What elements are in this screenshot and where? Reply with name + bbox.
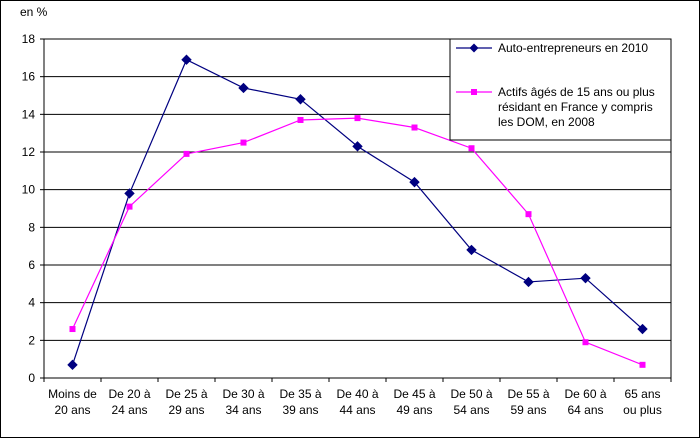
x-tick-label: De 55 à [507, 387, 549, 401]
series-group [67, 54, 648, 371]
y-tick-label: 8 [28, 220, 35, 234]
x-tick-label: 64 ans [567, 403, 603, 417]
data-point [525, 211, 532, 218]
legend-marker [469, 43, 479, 53]
data-point [580, 272, 591, 284]
x-tick-label: 20 ans [54, 403, 90, 417]
data-point [466, 244, 477, 256]
x-tick-label: De 50 à [450, 387, 492, 401]
data-point [295, 94, 306, 105]
x-tick-label: 54 ans [453, 403, 489, 417]
y-tick-label: 12 [22, 145, 36, 159]
x-tick-label: 39 ans [282, 403, 318, 417]
y-axis: 0 2 4 6 8 10 12 14 16 18 [22, 32, 44, 385]
data-point [238, 82, 249, 94]
data-point [468, 145, 475, 152]
data-point [352, 141, 363, 152]
data-point [67, 359, 78, 371]
x-tick-label: De 45 à [393, 387, 435, 401]
legend-marker [471, 89, 477, 95]
data-point [124, 188, 135, 199]
data-point [183, 150, 190, 157]
x-tick-label: De 20 à [108, 387, 150, 401]
data-point [637, 323, 648, 335]
data-point [639, 361, 646, 368]
data-point [411, 124, 418, 131]
x-tick-label: 65 ans [624, 387, 660, 401]
x-tick-label: 59 ans [510, 403, 546, 417]
y-tick-label: 18 [22, 32, 36, 46]
x-tick-label: Moins de [48, 387, 97, 401]
x-tick-label: De 40 à [336, 387, 378, 401]
legend-label: Auto-entrepreneurs en 2010 [498, 41, 648, 55]
x-tick-label: De 30 à [222, 387, 264, 401]
y-tick-label: 4 [28, 296, 35, 310]
data-point [409, 176, 420, 188]
legend-label: résidant en France y compris [498, 100, 653, 114]
data-point [582, 339, 589, 346]
data-point [240, 139, 247, 146]
x-tick-label: De 25 à [165, 387, 207, 401]
data-point [69, 326, 76, 333]
y-tick-label: 14 [22, 107, 36, 121]
x-tick-label: ou plus [623, 403, 662, 417]
legend-label: Actifs âgés de 15 ans ou plus [498, 85, 655, 99]
data-point [126, 203, 133, 210]
x-tick-label: 34 ans [225, 403, 261, 417]
y-tick-label: 16 [22, 70, 36, 84]
data-point [354, 115, 361, 122]
y-tick-label: 6 [28, 258, 35, 272]
x-axis: Moins de 20 ans De 20 à 24 ans De 25 à 29 ans… [43, 378, 672, 417]
data-point [297, 116, 304, 123]
unit-label: en % [20, 5, 48, 19]
y-tick-label: 0 [28, 371, 35, 385]
legend-label: les DOM, en 2008 [498, 115, 595, 129]
legend: Auto-entrepreneurs en 2010 Actifs âgés de… [449, 38, 672, 141]
data-point [523, 276, 534, 288]
legend-box [449, 38, 672, 141]
x-tick-label: De 35 à [279, 387, 321, 401]
plot-area [43, 38, 672, 379]
x-tick-label: 44 ans [339, 403, 375, 417]
y-tick-label: 2 [28, 333, 35, 347]
data-point [181, 54, 192, 65]
x-tick-label: 29 ans [168, 403, 204, 417]
x-tick-label: 24 ans [111, 403, 147, 417]
y-tick-label: 10 [22, 183, 36, 197]
x-tick-label: De 60 à [564, 387, 606, 401]
x-tick-label: 49 ans [396, 403, 432, 417]
